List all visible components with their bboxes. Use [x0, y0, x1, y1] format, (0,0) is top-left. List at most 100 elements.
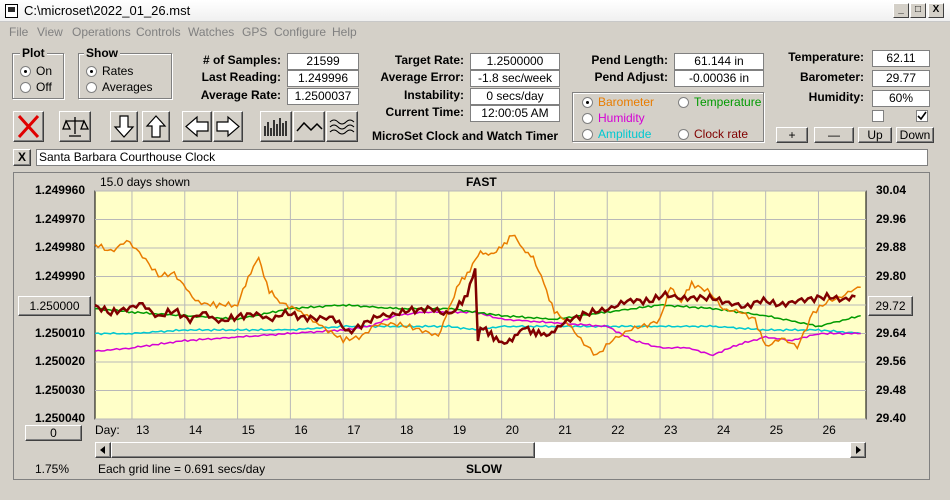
avg-rate-label: Average Rate:	[200, 88, 281, 102]
scroll-thumb[interactable]	[111, 442, 535, 458]
menu-view[interactable]: View	[37, 25, 63, 39]
balance-button[interactable]	[59, 111, 91, 142]
center-barometer-button[interactable]: 29.72	[868, 296, 913, 316]
y-right-tick-label: 29.56	[876, 354, 907, 368]
y-right-tick-label: 29.64	[876, 325, 907, 340]
grid-note: Each grid line = 0.691 secs/day	[98, 462, 266, 476]
y-left-tick-label: 1.250040	[34, 411, 85, 425]
radio-indicator	[678, 97, 689, 108]
scroll-right-arrow[interactable]	[850, 442, 866, 458]
radio-indicator	[582, 97, 593, 108]
x-tick-label: 17	[347, 423, 361, 437]
series-line-barometer	[94, 234, 861, 356]
y-left-tick-label: 1.249990	[34, 268, 85, 283]
last-reading-field: 1.249996	[287, 70, 359, 87]
x-tick-label: 26	[822, 423, 836, 437]
app-caption: MicroSet Clock and Watch Timer	[372, 129, 559, 143]
y-left-tick-label: 1.249970	[34, 211, 85, 226]
histogram-icon	[264, 118, 287, 136]
last-reading-label: Last Reading:	[201, 70, 281, 84]
arrow-left-icon	[100, 446, 105, 454]
watch-name-input[interactable]: Santa Barbara Courthouse Clock	[36, 149, 928, 166]
zero-button[interactable]: 0	[25, 425, 82, 441]
show-group-title: Show	[84, 46, 120, 60]
wave-view-button[interactable]	[326, 111, 358, 142]
menu-operations[interactable]: Operations	[72, 25, 131, 39]
scroll-track[interactable]	[535, 442, 850, 458]
x-tick-label: 18	[400, 423, 414, 437]
slow-label: SLOW	[466, 462, 502, 476]
balance-scale-icon	[62, 117, 90, 137]
humidity-field: 60%	[872, 90, 930, 107]
checkbox-left[interactable]	[872, 110, 884, 122]
checkbox-right[interactable]	[916, 110, 928, 122]
move-down-button[interactable]	[110, 111, 138, 142]
y-right-tick-label: 29.80	[876, 268, 907, 283]
menu-watches[interactable]: Watches	[188, 25, 235, 39]
radio-indicator	[582, 129, 593, 140]
clear-name-button[interactable]: X	[13, 149, 31, 166]
menu-controls[interactable]: Controls	[136, 25, 181, 39]
instability-field: 0 secs/day	[470, 88, 560, 105]
y-right-tick-label: 29.96	[876, 211, 907, 226]
scroll-left-button[interactable]	[182, 111, 212, 142]
scale-plus-button[interactable]: +	[776, 127, 808, 143]
window-title: C:\microset\2022_01_26.mst	[24, 3, 191, 18]
close-button[interactable]: X	[928, 3, 944, 18]
pend-adjust-field: -0.00036 in	[674, 70, 764, 87]
scroll-left-arrow[interactable]	[95, 442, 111, 458]
plot-group-title: Plot	[20, 46, 47, 60]
red-x-icon	[17, 114, 40, 139]
y-left-tick-label: 1.250030	[34, 382, 85, 397]
histogram-view-button[interactable]	[260, 111, 292, 142]
sensor-select-group	[572, 92, 764, 142]
barometer-label: Barometer:	[799, 70, 864, 84]
pend-length-label: Pend Length:	[591, 53, 668, 67]
menu-bar: File View Operations Controls Watches GP…	[0, 22, 950, 42]
x-tick-label: 14	[188, 423, 203, 437]
move-up-button[interactable]	[142, 111, 170, 142]
x-tick-label: 21	[558, 423, 572, 437]
radio-indicator	[678, 129, 689, 140]
wave-icon	[329, 119, 355, 135]
avg-error-label: Average Error:	[380, 70, 464, 84]
line-graph-icon	[296, 121, 323, 132]
menu-file[interactable]: File	[9, 25, 29, 39]
grid-lines	[95, 190, 866, 420]
menu-help[interactable]: Help	[332, 25, 357, 39]
title-bar: C:\microset\2022_01_26.mst _ □ X	[0, 0, 950, 22]
y-right-tick-label: 29.88	[876, 240, 907, 254]
x-tick-label: 23	[664, 423, 678, 437]
scale-up-button[interactable]: Up	[858, 127, 892, 143]
radio-indicator	[582, 113, 593, 124]
maximize-button[interactable]: □	[910, 3, 926, 18]
minimize-button[interactable]: _	[893, 3, 909, 18]
radio-indicator	[20, 82, 31, 93]
left-arrow-icon	[185, 115, 209, 138]
pend-adjust-label: Pend Adjust:	[594, 70, 668, 84]
x-tick-label: 22	[611, 423, 625, 437]
menu-configure[interactable]: Configure	[274, 25, 327, 39]
horizontal-scrollbar[interactable]	[95, 442, 866, 458]
arrow-right-icon	[856, 446, 861, 454]
up-arrow-icon	[145, 115, 167, 138]
samples-label: # of Samples:	[202, 53, 281, 67]
y-right-tick-label: 30.04	[876, 183, 907, 197]
y-left-tick-label: 1.249980	[34, 240, 85, 254]
scale-minus-button[interactable]: —	[814, 127, 854, 143]
radio-indicator	[86, 66, 97, 77]
y-left-tick-label: 1.250010	[34, 325, 85, 340]
clear-data-button[interactable]	[13, 111, 44, 142]
target-rate-field: 1.2500000	[470, 53, 560, 70]
temperature-field: 62.11	[872, 50, 930, 67]
day-label: Day:	[95, 423, 120, 437]
line-view-button[interactable]	[293, 111, 325, 142]
scroll-right-button[interactable]	[213, 111, 243, 142]
scale-down-button[interactable]: Down	[896, 127, 934, 143]
center-rate-button[interactable]: 1.250000	[18, 296, 91, 316]
down-arrow-icon	[113, 115, 135, 138]
x-tick-label: 15	[241, 423, 255, 437]
menu-gps[interactable]: GPS	[242, 25, 268, 39]
x-tick-label: 13	[135, 423, 150, 437]
